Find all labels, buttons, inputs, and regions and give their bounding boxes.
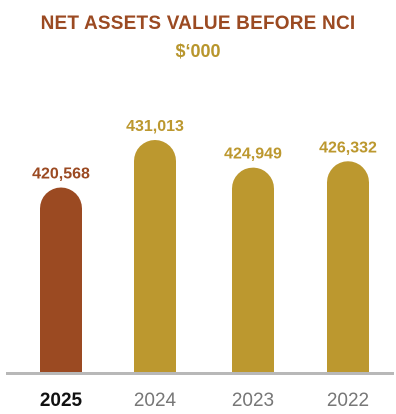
value-label-2025: 420,568 <box>32 166 90 183</box>
x-axis-line <box>6 372 394 375</box>
chart-subtitle: $‘000 <box>175 41 221 61</box>
bar-2022 <box>327 161 369 372</box>
value-label-2024: 431,013 <box>126 118 184 135</box>
chart-title: NET ASSETS VALUE BEFORE NCI <box>40 13 356 34</box>
category-label-2022: 2022 <box>327 390 369 411</box>
bar-2024 <box>134 140 176 372</box>
value-label-2023: 424,949 <box>224 146 282 163</box>
category-label-2025: 2025 <box>40 390 83 411</box>
category-label-2024: 2024 <box>134 390 177 411</box>
category-label-2023: 2023 <box>232 390 274 411</box>
bar-2025 <box>40 187 82 372</box>
bar-2023 <box>232 167 274 372</box>
value-label-2022: 426,332 <box>319 139 377 156</box>
